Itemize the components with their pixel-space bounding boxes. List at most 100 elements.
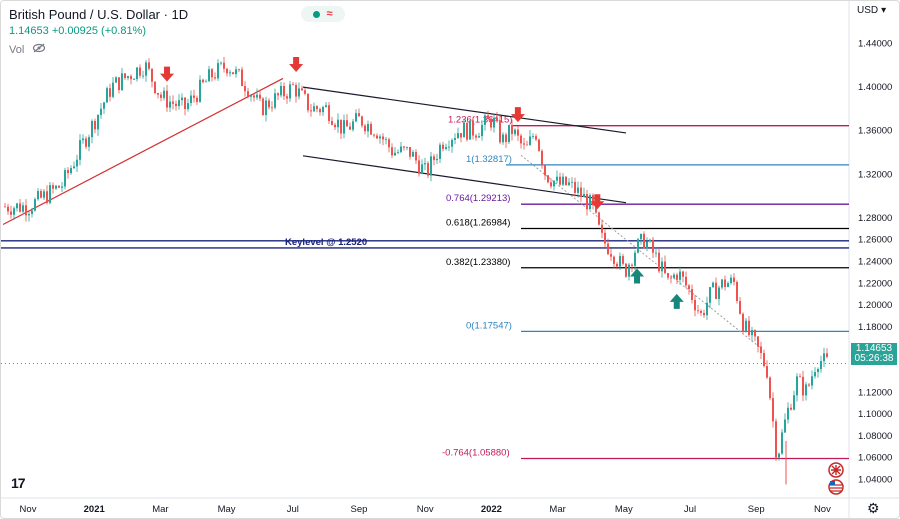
candle-body: [517, 129, 519, 136]
candle-body: [400, 146, 402, 153]
y-tick-label: 1.06000: [858, 453, 892, 464]
candle-body: [196, 97, 198, 102]
candle-body: [112, 82, 114, 97]
candle-body: [373, 134, 375, 136]
candle-body: [274, 93, 276, 108]
candle-body: [520, 135, 522, 144]
down-arrow-marker: [590, 194, 605, 210]
candle-body: [328, 105, 330, 121]
candle-body: [787, 407, 789, 420]
candle-body: [187, 103, 189, 110]
candle-body: [7, 206, 9, 212]
candle-body: [652, 239, 654, 253]
candle-body: [103, 102, 105, 109]
y-tick-label: 1.40000: [858, 82, 892, 93]
candle-body: [349, 126, 351, 130]
y-tick-label: 1.26000: [858, 235, 892, 246]
currency-selector[interactable]: USD ▾: [857, 5, 886, 16]
candle-body: [466, 122, 468, 140]
candle-body: [346, 120, 348, 127]
candle-body: [799, 376, 801, 378]
x-tick-label: Jul: [287, 504, 299, 515]
candle-body: [514, 129, 516, 135]
y-tick-label: 1.20000: [858, 300, 892, 311]
candle-body: [268, 100, 270, 108]
candle-body: [445, 146, 447, 149]
candle-body: [307, 93, 309, 111]
candle-body: [472, 120, 474, 136]
candle-body: [484, 115, 486, 125]
tv-logo-icon[interactable]: 17: [11, 475, 26, 491]
usd-flag-icon: [828, 479, 844, 495]
candle-body: [526, 144, 528, 146]
candle-body: [820, 361, 822, 370]
candle-body: [184, 97, 186, 110]
candle-body: [130, 76, 132, 80]
candle-body: [415, 152, 417, 161]
candle-body: [154, 81, 156, 94]
candle-body: [259, 94, 261, 99]
candle-body: [199, 79, 201, 102]
symbol-title[interactable]: British Pound / U.S. Dollar · 1D: [9, 7, 189, 22]
candle-body: [661, 261, 663, 272]
candle-body: [667, 273, 669, 278]
candle-body: [619, 256, 621, 267]
candle-body: [655, 252, 657, 254]
gear-icon[interactable]: ⚙: [867, 500, 880, 516]
candle-body: [583, 194, 585, 197]
horizontal-level-label: 0(1.17547): [466, 320, 512, 331]
candle-body: [64, 170, 66, 187]
x-tick-label: Sep: [748, 504, 765, 515]
candle-body: [190, 95, 192, 104]
x-tick-label: Sep: [351, 504, 368, 515]
volume-legend[interactable]: Vol: [9, 43, 46, 56]
candle-body: [718, 287, 720, 299]
candle-body: [451, 139, 453, 147]
candle-body: [133, 79, 135, 80]
y-tick-label: 1.36000: [858, 126, 892, 137]
candle-body: [271, 107, 273, 109]
candle-body: [571, 181, 573, 183]
horizontal-level-label: 0.382(1.23380): [446, 257, 510, 268]
candle-body: [778, 453, 780, 458]
y-tick-label: 1.28000: [858, 213, 892, 224]
candle-body: [370, 123, 372, 135]
eye-off-icon[interactable]: [32, 43, 46, 56]
candle-body: [751, 330, 753, 336]
candle-body: [757, 336, 759, 347]
candle-body: [223, 62, 225, 69]
candle-body: [736, 281, 738, 302]
candle-body: [67, 170, 69, 174]
candle-body: [454, 138, 456, 140]
candle-body: [121, 73, 123, 91]
candle-body: [550, 182, 552, 187]
candle-body: [808, 384, 810, 386]
candle-body: [802, 376, 804, 396]
candle-body: [532, 136, 534, 137]
candle-body: [607, 243, 609, 255]
candle-body: [163, 90, 165, 98]
candle-body: [280, 85, 282, 96]
candle-body: [640, 233, 642, 240]
candle-body: [304, 90, 306, 94]
candle-body: [646, 241, 648, 249]
candle-body: [691, 289, 693, 300]
candle-body: [409, 146, 411, 157]
down-arrow-marker: [289, 56, 304, 72]
candle-body: [703, 312, 705, 316]
market-status-pill[interactable]: ≈: [301, 6, 345, 22]
candles-group: [4, 56, 828, 462]
plot-area: [1, 1, 849, 498]
candle-body: [361, 116, 363, 126]
candle-body: [688, 285, 690, 290]
status-dot-icon: [313, 10, 321, 18]
candle-body: [181, 97, 183, 101]
candle-body: [811, 376, 813, 386]
candle-body: [70, 168, 72, 174]
candle-body: [331, 120, 333, 125]
x-tick-label: 2022: [481, 504, 502, 515]
candle-body: [205, 81, 207, 83]
candle-body: [670, 277, 672, 279]
candle-body: [673, 274, 675, 278]
